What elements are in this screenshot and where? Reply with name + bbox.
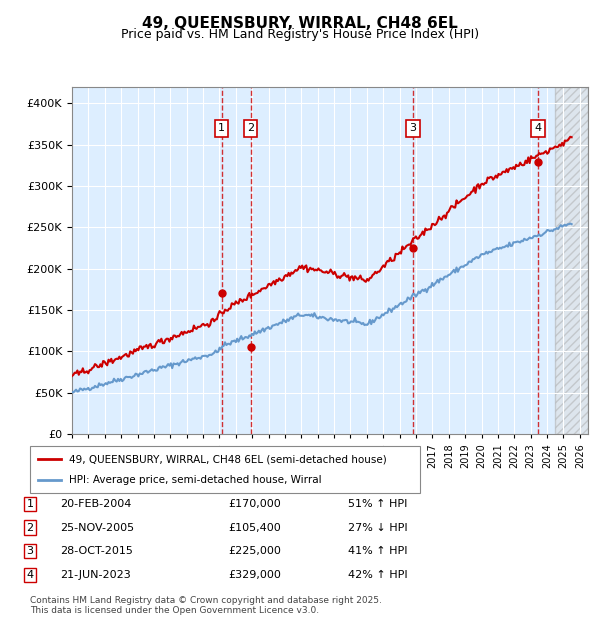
Text: Price paid vs. HM Land Registry's House Price Index (HPI): Price paid vs. HM Land Registry's House … [121,28,479,41]
HPI: Average price, semi-detached house, Wirral: (2.01e+03, 1.3e+05): Average price, semi-detached house, Wirr… [265,323,272,330]
49, QUEENSBURY, WIRRAL, CH48 6EL (semi-detached house) [503,166,510,173]
Text: Contains HM Land Registry data © Crown copyright and database right 2025.
This d: Contains HM Land Registry data © Crown c… [30,596,382,615]
Point [246,342,256,352]
Text: £329,000: £329,000 [228,570,281,580]
Text: 4: 4 [535,123,542,133]
Text: 51% ↑ HPI: 51% ↑ HPI [348,499,407,509]
49, QUEENSBURY, WIRRAL, CH48 6EL (semi-detached house) [566,133,574,141]
Text: 20-FEB-2004: 20-FEB-2004 [60,499,131,509]
Point [217,288,226,298]
FancyBboxPatch shape [30,446,420,493]
Point [533,157,543,167]
Text: 3: 3 [410,123,416,133]
49, QUEENSBURY, WIRRAL, CH48 6EL (semi-detached house) [568,133,575,141]
Text: 1: 1 [26,499,34,509]
HPI: Average price, semi-detached house, Wirral: (2e+03, 8.16e+04): Average price, semi-detached house, Wirr… [157,363,164,370]
Text: 28-OCT-2015: 28-OCT-2015 [60,546,133,556]
HPI: Average price, semi-detached house, Wirral: (2.02e+03, 2.27e+05): Average price, semi-detached house, Wirr… [505,243,512,250]
Text: 25-NOV-2005: 25-NOV-2005 [60,523,134,533]
Text: 4: 4 [26,570,34,580]
Text: 42% ↑ HPI: 42% ↑ HPI [348,570,407,580]
HPI: Average price, semi-detached house, Wirral: (2e+03, 5.02e+04): Average price, semi-detached house, Wirr… [70,389,77,396]
49, QUEENSBURY, WIRRAL, CH48 6EL (semi-detached house) [269,279,276,286]
HPI: Average price, semi-detached house, Wirral: (2.03e+03, 2.55e+05): Average price, semi-detached house, Wirr… [566,220,574,228]
HPI: Average price, semi-detached house, Wirral: (2.01e+03, 1.31e+05): Average price, semi-detached house, Wirr… [270,322,277,329]
HPI: Average price, semi-detached house, Wirral: (2e+03, 5.07e+04): Average price, semi-detached house, Wirr… [68,388,76,396]
49, QUEENSBURY, WIRRAL, CH48 6EL (semi-detached house) [433,220,440,228]
Text: 2: 2 [26,523,34,533]
49, QUEENSBURY, WIRRAL, CH48 6EL (semi-detached house) [68,373,76,380]
Text: 49, QUEENSBURY, WIRRAL, CH48 6EL: 49, QUEENSBURY, WIRRAL, CH48 6EL [142,16,458,30]
HPI: Average price, semi-detached house, Wirral: (2.03e+03, 2.54e+05): Average price, semi-detached house, Wirr… [568,221,575,228]
Text: 2: 2 [247,123,254,133]
Text: 49, QUEENSBURY, WIRRAL, CH48 6EL (semi-detached house): 49, QUEENSBURY, WIRRAL, CH48 6EL (semi-d… [69,454,387,464]
Text: £105,400: £105,400 [228,523,281,533]
Point [408,243,418,253]
Line: 49, QUEENSBURY, WIRRAL, CH48 6EL (semi-detached house): 49, QUEENSBURY, WIRRAL, CH48 6EL (semi-d… [72,137,572,376]
Text: 41% ↑ HPI: 41% ↑ HPI [348,546,407,556]
Text: 27% ↓ HPI: 27% ↓ HPI [348,523,407,533]
Text: £170,000: £170,000 [228,499,281,509]
49, QUEENSBURY, WIRRAL, CH48 6EL (semi-detached house) [263,283,271,291]
HPI: Average price, semi-detached house, Wirral: (2.02e+03, 1.86e+05): Average price, semi-detached house, Wirr… [434,276,441,283]
Bar [555,87,588,434]
49, QUEENSBURY, WIRRAL, CH48 6EL (semi-detached house) [479,180,486,187]
49, QUEENSBURY, WIRRAL, CH48 6EL (semi-detached house) [155,336,162,343]
Text: £225,000: £225,000 [228,546,281,556]
Text: 21-JUN-2023: 21-JUN-2023 [60,570,131,580]
Text: 1: 1 [218,123,225,133]
Line: HPI: Average price, semi-detached house, Wirral: HPI: Average price, semi-detached house,… [72,224,572,392]
Text: HPI: Average price, semi-detached house, Wirral: HPI: Average price, semi-detached house,… [69,475,322,485]
HPI: Average price, semi-detached house, Wirral: (2.02e+03, 2.17e+05): Average price, semi-detached house, Wirr… [480,250,487,258]
Text: 3: 3 [26,546,34,556]
